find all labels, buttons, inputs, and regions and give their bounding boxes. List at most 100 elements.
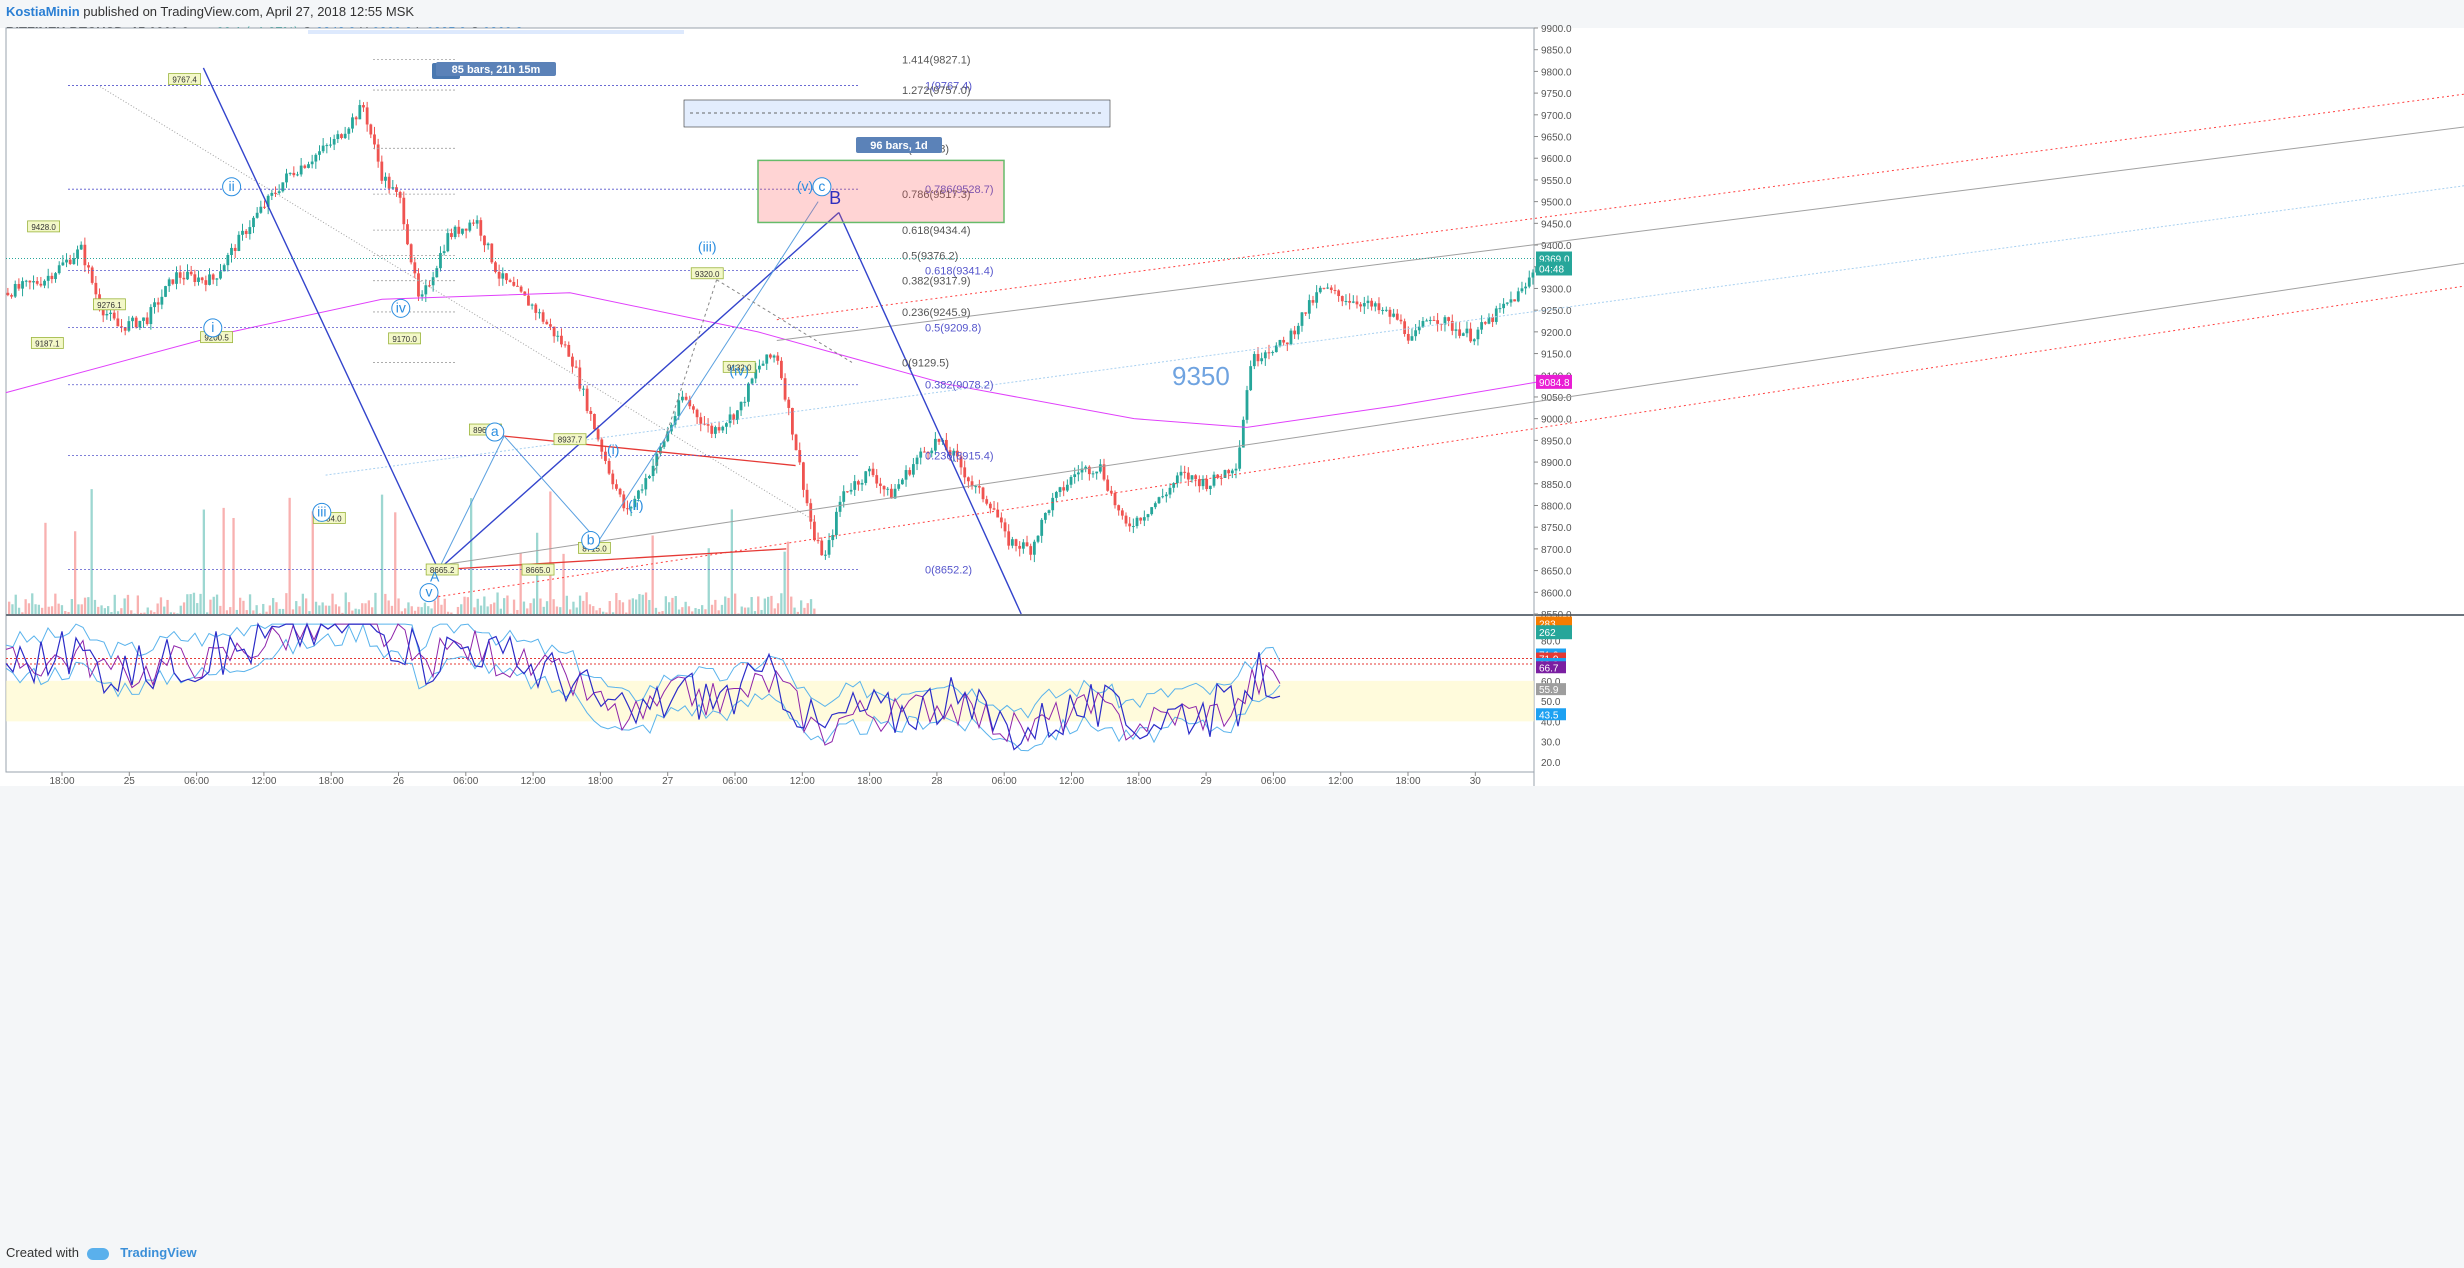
volume-bar [767,596,770,614]
osc-axis-badge [1536,708,1566,721]
candle-body [519,286,523,292]
osc-axis-badge [1536,661,1566,674]
candle-body [948,450,952,456]
candle-body [1293,330,1297,335]
candle-body [1003,522,1007,532]
price-tick-label: 9700.0 [1541,111,1572,122]
candle-body [1381,309,1385,311]
volume-bar [67,612,70,614]
volume-bar [687,606,691,614]
candle-body [1406,333,1410,341]
candle-body [1304,312,1308,314]
candle-body [1131,526,1135,528]
candle-body [1245,390,1249,420]
candle-body [321,145,325,152]
channel-lower-gray [438,262,2464,566]
volume-bar [456,606,460,614]
wave-label: iii [317,503,326,519]
candle-body [6,292,10,296]
candle-body [1491,317,1495,322]
price-tick-label: 8850.0 [1541,480,1572,491]
wave-circle [485,422,505,442]
candle-body [1454,329,1458,331]
candle-body [288,172,292,174]
volume-bar [252,610,255,614]
volume-bar [116,611,120,614]
candle-body [1282,339,1286,343]
volume-bar [437,594,440,614]
candle-body [1260,358,1264,362]
candle-body [167,279,171,287]
candle-body [1271,352,1275,354]
volume-bar [120,608,123,614]
volume-bar [113,594,116,614]
candle-body [1414,330,1418,337]
candle-body [516,285,519,287]
candle-body [651,465,655,477]
candle-body [805,489,809,504]
volume-bar [470,498,473,614]
volume-bar [697,608,700,614]
candle-body [35,281,39,284]
price-tag-bg [30,337,64,349]
candle-body [362,105,365,108]
volume-bar [235,609,238,614]
candle-body [270,192,274,196]
candle-body [457,226,461,234]
candle-body [523,291,527,296]
volume-bar [572,601,575,614]
candle-body [706,424,710,426]
volume-bar [628,599,631,614]
price-tag-label: 9187.1 [35,339,60,348]
candle-body [314,154,318,162]
osc-tick-label: 50.0 [1541,697,1561,708]
volume-bar [499,608,502,614]
candle-body [1395,313,1399,320]
candle-body [974,486,978,488]
volume-bar [740,606,743,614]
volume-bar [522,601,526,614]
volume-bar [549,491,552,614]
candle-body [802,462,805,490]
candle-body [834,511,838,536]
volume-bar [592,606,595,614]
candle-body [952,450,956,456]
label-96-bars-bg [856,137,942,153]
price-tick-label: 9000.0 [1541,415,1572,426]
candle-body [699,417,703,424]
candle-body [860,482,864,485]
volume-bar [651,535,654,614]
candle-body [849,489,853,492]
price-tick-label: 9600.0 [1541,154,1572,165]
volume-bar [529,603,532,614]
candle-body [985,499,989,504]
volume-bar [750,597,753,614]
volume-bar [776,603,780,614]
candle-body [1425,320,1429,322]
candle-body [1205,478,1209,490]
candle-body [827,540,831,555]
tradingview-link[interactable]: TradingView [120,1245,197,1260]
volume-bar [410,606,413,614]
candle-body [893,488,897,499]
volume-bar [503,598,506,614]
volume-bar [483,596,486,614]
candle-body [1524,286,1528,289]
volume-bar [387,600,390,614]
candle-body [911,464,915,475]
wave-circle [419,583,439,603]
candle-body [1168,487,1172,495]
candle-body [94,282,98,295]
volume-bar [783,551,786,614]
candle-body [1076,472,1080,475]
time-tick-label: 06:00 [453,776,478,787]
price-tick-label: 9650.0 [1541,133,1572,144]
candle-body [83,244,87,266]
wave-circle [203,318,223,338]
time-tick-label: 18:00 [1126,776,1151,787]
wave-c-projection-line [838,212,1022,615]
candle-body [450,233,453,238]
candle-body [1058,487,1062,493]
author-link[interactable]: KostiaMinin [6,4,80,19]
